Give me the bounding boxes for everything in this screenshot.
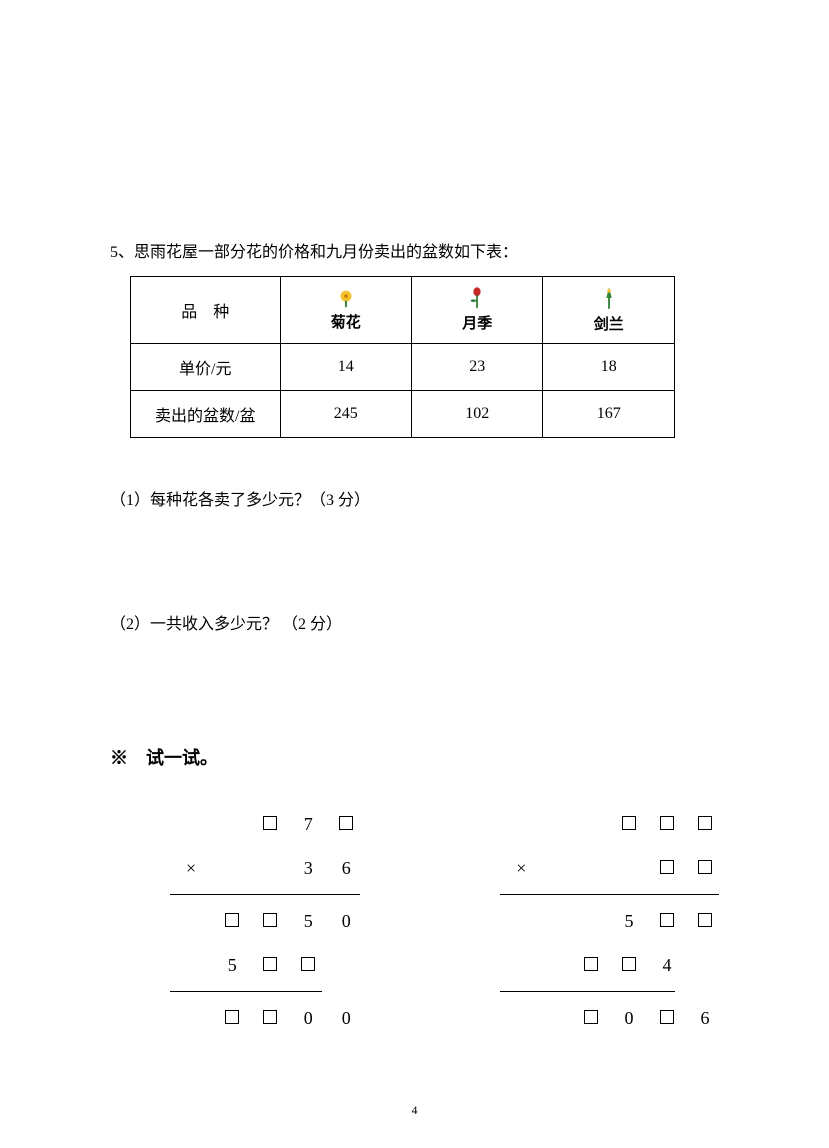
blank-box [263, 1010, 277, 1024]
mult-row: 7 [170, 802, 360, 846]
table-header-row: 品 种 菊花 月季 [131, 276, 675, 343]
blank-box [263, 913, 277, 927]
blank-box [225, 1010, 239, 1024]
rule-line [170, 894, 360, 895]
blank-box [584, 957, 598, 971]
blank-box [660, 816, 674, 830]
cell-1-2: 167 [543, 390, 675, 437]
digit: 0 [300, 1009, 316, 1027]
blank-box [263, 957, 277, 971]
chrysanthemum-icon [335, 287, 357, 309]
digit: 7 [300, 815, 316, 833]
cell-0-2: 18 [543, 343, 675, 390]
digit: 6 [338, 859, 354, 877]
digit: 3 [300, 859, 316, 877]
title-prefix: ※ [110, 748, 146, 768]
mult-row: 5 [500, 899, 719, 943]
mult-row: 06 [500, 996, 719, 1040]
cell-1-0: 245 [280, 390, 411, 437]
cell-1-1: 102 [412, 390, 543, 437]
blank-box [584, 1010, 598, 1024]
question-intro-text: 思雨花屋一部分花的价格和九月份卖出的盆数如下表： [134, 244, 518, 261]
header-flower-2: 月季 [412, 276, 543, 343]
blank-box [698, 816, 712, 830]
flower-price-table: 品 种 菊花 月季 [130, 276, 675, 438]
mult-row: × 3 6 [170, 846, 360, 890]
row-label-0: 单价/元 [131, 343, 281, 390]
blank-box [698, 860, 712, 874]
blank-box [622, 957, 636, 971]
blank-box [660, 913, 674, 927]
mult-row: 50 [170, 899, 360, 943]
blank-box [622, 816, 636, 830]
sub-question-2: （2）一共收入多少元？ （2 分） [110, 610, 719, 634]
flower-label-3: 剑兰 [594, 313, 624, 334]
header-flower-1: 菊花 [280, 276, 411, 343]
row-label-1: 卖出的盆数/盆 [131, 390, 281, 437]
page-number: 4 [0, 1103, 829, 1118]
rule-line [500, 894, 719, 895]
flower-label-1: 菊花 [331, 311, 361, 332]
question-number: 5、 [110, 244, 134, 261]
title-text: 试一试。 [146, 748, 218, 768]
times-symbol: × [182, 859, 196, 877]
header-variety: 品 种 [131, 276, 281, 343]
digit: 6 [697, 1009, 713, 1027]
digit: 4 [659, 956, 675, 974]
mult-row: 5 [170, 943, 360, 987]
mult-row: 4 [500, 943, 719, 987]
digit: 0 [338, 1009, 354, 1027]
mult-row [500, 802, 719, 846]
question-intro: 5、思雨花屋一部分花的价格和九月份卖出的盆数如下表： [110, 240, 719, 266]
mult-row: × [500, 846, 719, 890]
cell-0-1: 23 [412, 343, 543, 390]
blank-box [339, 816, 353, 830]
blank-box [263, 816, 277, 830]
header-flower-3: 剑兰 [543, 276, 675, 343]
digit: 5 [300, 912, 316, 930]
sub-question-1: （1）每种花各卖了多少元？（3 分） [110, 486, 719, 510]
times-symbol: × [512, 859, 526, 877]
blank-box [660, 860, 674, 874]
flower-label-2: 月季 [462, 312, 492, 333]
table-row: 卖出的盆数/盆 245 102 167 [131, 390, 675, 437]
rule-line [170, 991, 322, 992]
mult-problem-2: ×5406 [500, 802, 719, 1040]
orchid-icon [600, 285, 618, 311]
digit: 0 [621, 1009, 637, 1027]
mult-row: 00 [170, 996, 360, 1040]
table-row: 单价/元 14 23 18 [131, 343, 675, 390]
blank-box [660, 1010, 674, 1024]
digit: 0 [338, 912, 354, 930]
digit: 5 [224, 956, 240, 974]
blank-box [301, 957, 315, 971]
blank-box [698, 913, 712, 927]
cell-0-0: 14 [280, 343, 411, 390]
try-section-title: ※ 试一试。 [110, 744, 719, 770]
rose-icon [468, 286, 486, 310]
blank-box [225, 913, 239, 927]
multiplication-problems: 7×3650500 ×5406 [110, 802, 719, 1040]
digit: 5 [621, 912, 637, 930]
mult-problem-1: 7×3650500 [170, 802, 360, 1040]
rule-line [500, 991, 675, 992]
